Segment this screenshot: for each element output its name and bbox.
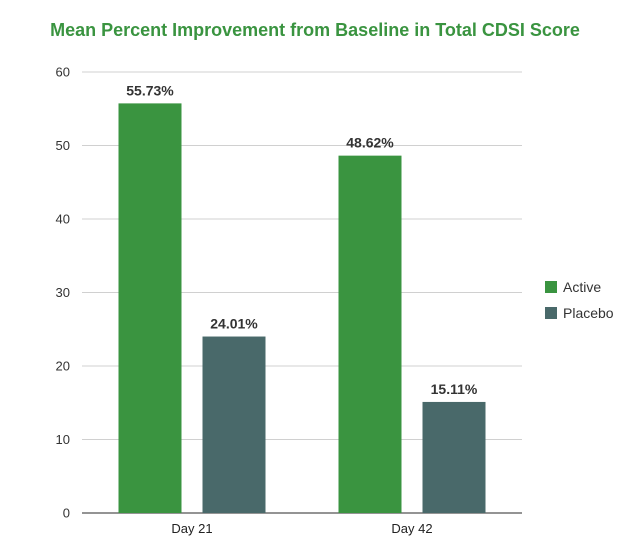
y-tick-label-40: 40 [56,212,70,227]
bar-active-day-21 [118,103,182,514]
legend: Active Placebo [545,279,614,321]
y-tick-label-30: 30 [56,285,70,300]
data-label-placebo-day-42: 15.11% [431,381,478,397]
y-tick-label-50: 50 [56,138,70,153]
data-labels: 55.73% 24.01% 48.62% 15.11% [126,82,478,397]
x-tick-label-day-42: Day 42 [391,521,432,536]
legend-swatch-active [545,281,557,293]
legend-label-active: Active [563,279,601,295]
data-label-active-day-21: 55.73% [126,82,174,98]
y-tick-label-0: 0 [63,506,70,521]
legend-swatch-placebo [545,307,557,319]
x-tick-label-day-21: Day 21 [171,521,212,536]
chart-title: Mean Percent Improvement from Baseline i… [50,20,580,40]
data-label-active-day-42: 48.62% [346,135,394,151]
y-tick-label-20: 20 [56,359,70,374]
bar-placebo-day-21 [202,336,266,513]
legend-label-placebo: Placebo [563,305,614,321]
y-axis-tick-labels: 0 10 20 30 40 50 60 [56,65,70,521]
data-label-placebo-day-21: 24.01% [210,316,258,332]
bar-placebo-day-42 [422,401,486,513]
y-tick-label-10: 10 [56,432,70,447]
bars [118,103,486,514]
x-axis-tick-labels: Day 21 Day 42 [171,521,432,536]
y-tick-label-60: 60 [56,65,70,80]
bar-active-day-42 [338,155,402,513]
